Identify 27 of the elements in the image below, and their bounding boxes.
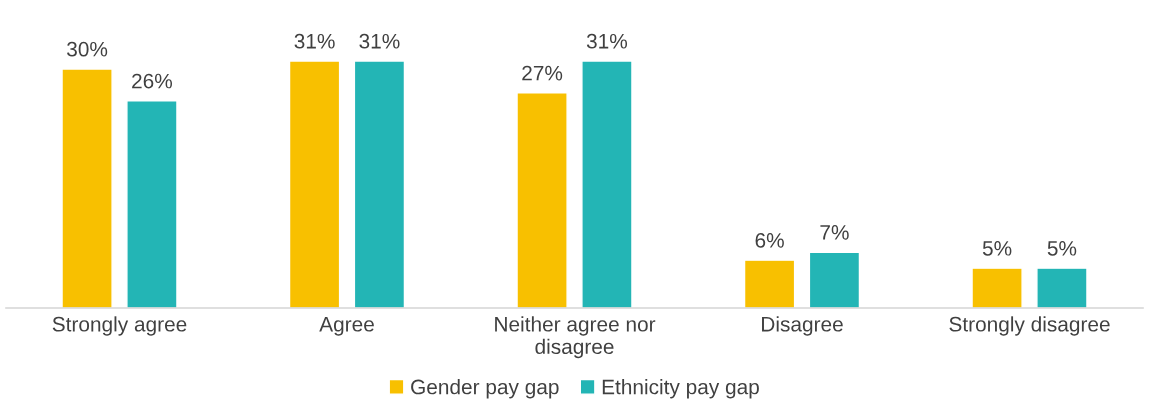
data-label: 26% — [132, 73, 173, 89]
x-tick-label: Agree — [319, 317, 374, 336]
data-label: 5% — [982, 241, 1012, 256]
bar — [808, 251, 861, 308]
data-label: 5% — [1047, 241, 1077, 256]
x-tick-label: Neither agree nor disagree — [495, 316, 656, 359]
data-label: 7% — [820, 225, 849, 240]
bar — [516, 92, 568, 308]
x-tick-label: Disagree — [762, 316, 843, 336]
bar — [288, 60, 341, 308]
data-label: 27% — [522, 65, 563, 81]
x-tick-label: Strongly disagree — [949, 316, 1110, 336]
bar — [61, 68, 113, 308]
bar — [581, 60, 633, 308]
bar — [126, 100, 178, 308]
data-label: 30% — [67, 41, 108, 57]
data-label: 6% — [755, 232, 784, 248]
legend-label: Ethnicity pay gap — [602, 379, 759, 399]
bar — [1036, 267, 1088, 308]
x-tick-label: Strongly agree — [52, 316, 187, 336]
bar — [353, 60, 406, 308]
data-label: 31% — [586, 33, 628, 49]
bar — [743, 259, 796, 308]
bar — [971, 267, 1023, 308]
legend-label: Gender pay gap — [411, 379, 559, 399]
data-label: 31% — [294, 33, 335, 49]
data-label: 31% — [359, 33, 400, 49]
